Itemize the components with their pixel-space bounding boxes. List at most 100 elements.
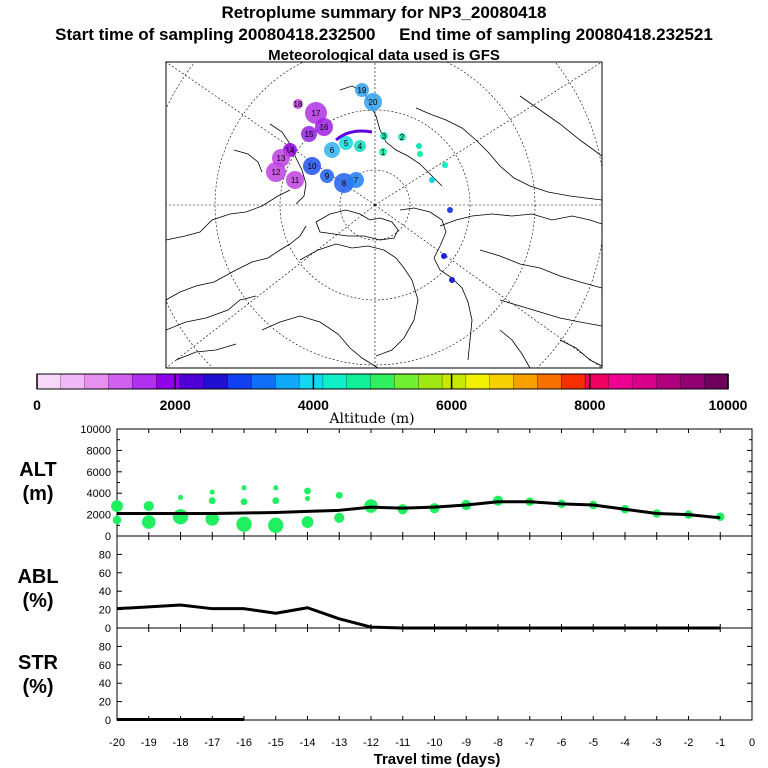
map-cluster-marker	[303, 157, 321, 175]
y-tick-label: 0	[105, 715, 111, 727]
map-cluster-marker	[379, 148, 387, 156]
colorbar-swatch	[275, 373, 300, 390]
colorbar-swatch	[132, 373, 157, 390]
time-series-panels: 0200040006000800010000ALT(m)020406080ABL…	[17, 424, 755, 749]
x-tick-label: -2	[684, 737, 694, 749]
altitude-cluster-dot	[208, 497, 216, 505]
y-tick-label: 2000	[87, 510, 111, 522]
altitude-cluster-dot	[268, 517, 284, 533]
map-cluster-marker	[266, 162, 286, 182]
map-cluster-marker	[398, 133, 406, 141]
y-tick-label: 4000	[87, 488, 111, 500]
colorbar-swatch	[227, 373, 253, 390]
map-cluster-label: 7	[354, 176, 359, 185]
map-cluster-label: 6	[330, 146, 335, 155]
altitude-cluster-dot	[209, 489, 215, 495]
altitude-cluster-dot	[111, 500, 123, 512]
map-cluster-label: 3	[382, 132, 387, 141]
map-trajectory-dot	[417, 151, 423, 157]
panel-ylabel-unit: (%)	[22, 590, 53, 612]
map-cluster-marker	[355, 83, 369, 97]
panel-ylabel: ABL	[17, 566, 58, 588]
map-cluster-marker	[364, 93, 382, 111]
coastlines	[166, 85, 602, 368]
map-cluster-label: 17	[312, 109, 321, 118]
map-cluster-marker	[293, 99, 303, 109]
panel-alt: 0 2000 4000 6000 8000 10000 ALT(m)	[19, 424, 753, 543]
x-axis-label: Travel time (days)	[374, 751, 501, 768]
colorbar-swatch	[489, 373, 515, 390]
y-tick-label: 0	[105, 531, 111, 543]
x-tick-label: -10	[427, 737, 443, 749]
map-cluster-marker	[380, 132, 388, 140]
colorbar-swatch	[298, 373, 324, 390]
altitude-cluster-dot	[272, 497, 280, 505]
colorbar-swatch	[108, 373, 133, 390]
colorbar-swatch	[656, 373, 681, 390]
altitude-cluster-dot	[236, 516, 252, 532]
map-cluster-label: 10	[308, 162, 317, 171]
map-trajectory-dot	[447, 207, 453, 213]
y-tick-label: 20	[99, 697, 111, 709]
map-cluster-marker	[301, 126, 317, 142]
map-trajectory-dot	[416, 143, 422, 149]
x-tick-label: -5	[588, 737, 598, 749]
colorbar-swatch	[537, 373, 562, 390]
altitude-cluster-dot	[172, 509, 189, 525]
chart-title: Retroplume summary for NP3_20080418	[221, 3, 547, 22]
colorbar-tick-label: 8000	[574, 397, 605, 413]
x-tick-label: -12	[363, 737, 379, 749]
x-tick-label: -8	[493, 737, 503, 749]
colorbar-swatch	[346, 373, 372, 390]
map-cluster-marker	[354, 140, 366, 152]
map-cluster-label: 5	[344, 139, 349, 148]
y-tick-label: 6000	[87, 467, 111, 479]
map-cluster-label: 4	[358, 142, 363, 151]
y-tick-label: 20	[99, 605, 111, 617]
colorbar-swatch	[441, 373, 467, 390]
altitude-cluster-dot	[241, 485, 247, 491]
map-trajectory-dot	[449, 277, 455, 283]
x-tick-label: -9	[461, 737, 471, 749]
y-tick-label: 80	[99, 641, 111, 653]
y-tick-label: 8000	[87, 445, 111, 457]
x-tick-label: -15	[268, 737, 284, 749]
y-tick-label: 60	[99, 660, 111, 672]
altitude-colorbar: 0 2000 4000 6000 8000 10000	[33, 373, 748, 413]
map-cluster-label: 13	[277, 154, 286, 163]
y-tick-label: 10000	[80, 424, 111, 436]
altitude-cluster-dot	[334, 512, 345, 523]
map-cluster-marker	[324, 142, 340, 158]
colorbar-swatch	[84, 373, 110, 390]
altitude-cluster-dot	[143, 500, 154, 512]
map-cluster-label: 14	[286, 146, 295, 155]
x-tick-label: -3	[652, 737, 662, 749]
map-cluster-label: 18	[294, 100, 303, 109]
y-tick-label: 80	[99, 549, 111, 561]
colorbar-swatch	[370, 373, 396, 390]
map-trajectory-dot	[429, 177, 435, 183]
x-tick-label: -13	[331, 737, 347, 749]
colorbar-tick-label: 4000	[298, 397, 329, 413]
altitude-cluster-dot	[273, 485, 279, 491]
colorbar-tick-label: 2000	[160, 397, 191, 413]
y-tick-label: 0	[105, 623, 111, 635]
map-trajectory-dot	[442, 162, 448, 168]
colorbar-swatch	[251, 373, 276, 390]
colorbar-swatch	[418, 373, 443, 390]
colorbar-swatch	[60, 373, 86, 390]
map-cluster-marker	[315, 118, 333, 136]
x-tick-label: 0	[749, 737, 755, 749]
map-cluster-marker	[286, 171, 304, 189]
map-cluster-marker	[320, 169, 334, 183]
colorbar-swatch	[584, 373, 610, 390]
x-tick-label: -16	[236, 737, 252, 749]
map-cluster-label: 2	[400, 133, 405, 142]
altitude-cluster-dot	[240, 498, 248, 506]
map-grid	[166, 62, 602, 368]
x-tick-label: -11	[395, 737, 410, 749]
